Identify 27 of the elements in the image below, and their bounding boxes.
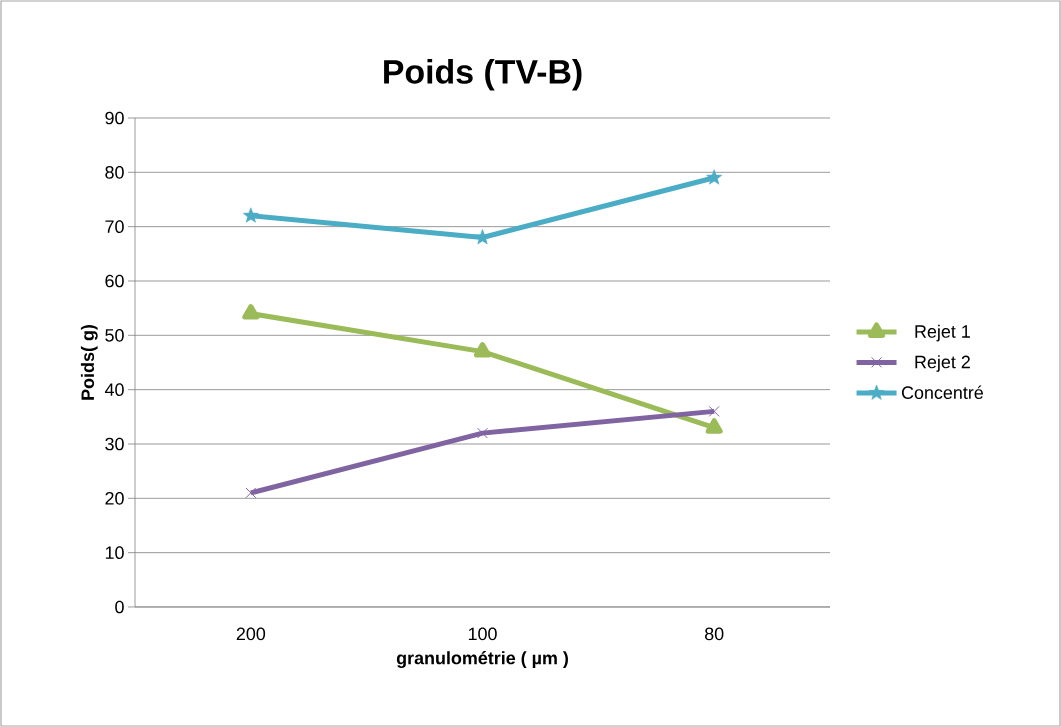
legend-label: Concentré (901, 385, 983, 399)
point (245, 487, 257, 499)
x-tick-label: 100 (468, 627, 497, 641)
legend-label: Rejet 1 (915, 324, 970, 342)
y-tick-label: 40 (104, 383, 124, 396)
y-tick-label: 0 (115, 600, 124, 614)
y-tick-label: 20 (105, 491, 124, 505)
y-tick-label: 30 (105, 437, 124, 451)
x-tick-label: 80 (704, 627, 724, 641)
y-tick-label: 70 (105, 220, 124, 233)
x-axis-title: granulométrie ( µm ) (396, 651, 568, 668)
point (242, 207, 259, 223)
y-tick-label: 80 (105, 165, 124, 179)
point (473, 342, 492, 358)
legend-label: Rejet 2 (915, 355, 970, 372)
y-tick-label: 90 (105, 111, 124, 125)
x-tick-label: 200 (236, 627, 266, 641)
y-tick-label: 50 (105, 328, 124, 342)
point (705, 418, 723, 434)
y-tick-label: 60 (105, 274, 124, 288)
chart-title: Poids (TV-B) (384, 58, 582, 91)
point (477, 427, 488, 439)
point (708, 405, 720, 417)
point (706, 169, 723, 185)
y-axis-title: Poids( g) (80, 325, 98, 400)
point (242, 304, 260, 320)
y-tick-label: 10 (105, 546, 124, 559)
